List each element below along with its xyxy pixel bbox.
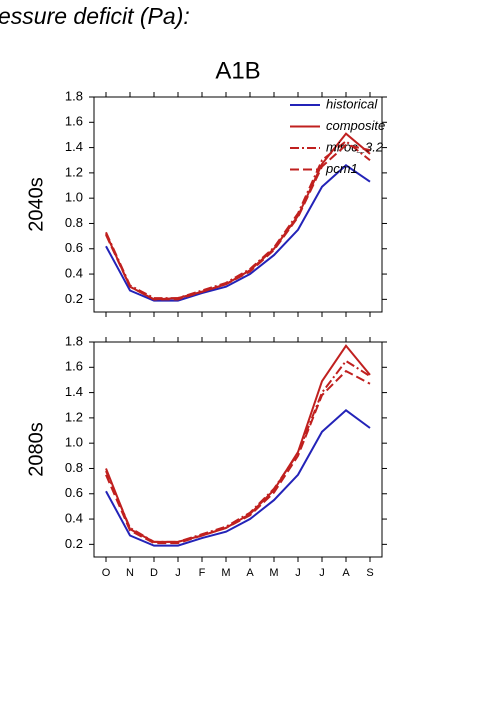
- x-tick-label: M: [269, 567, 278, 579]
- y-tick-label: 0.6: [65, 240, 83, 255]
- series-line: [105, 359, 371, 543]
- y-tick-label: 0.2: [65, 536, 83, 551]
- y-axis-label: 2040s: [25, 177, 47, 232]
- y-tick-label: 1.8: [65, 88, 83, 103]
- plot-frame: [93, 341, 383, 558]
- x-tick-label: S: [366, 567, 373, 579]
- y-tick-label: 1.8: [65, 333, 83, 348]
- y-tick-label: 1.6: [65, 359, 83, 374]
- series-line: [105, 164, 371, 302]
- y-tick-label: 1.2: [65, 409, 83, 424]
- y-tick-label: 1.6: [65, 114, 83, 129]
- x-tick-label: J: [175, 567, 181, 579]
- legend-label: pcm1: [325, 161, 358, 176]
- plot-frame: [93, 96, 383, 313]
- legend-label: composite: [326, 118, 385, 133]
- x-tick-label: M: [221, 567, 230, 579]
- y-tick-label: 0.8: [65, 460, 83, 475]
- y-tick-label: 0.2: [65, 291, 83, 306]
- series-line: [105, 344, 371, 543]
- y-tick-label: 1.4: [65, 384, 83, 399]
- x-tick-label: O: [102, 567, 111, 579]
- y-axis-label: 2080s: [25, 422, 47, 477]
- x-tick-label: A: [342, 567, 350, 579]
- heading: essure deficit (Pa):: [0, 3, 190, 29]
- x-tick-label: D: [150, 567, 158, 579]
- legend-label: historical: [326, 96, 378, 111]
- y-tick-label: 0.6: [65, 485, 83, 500]
- series-line: [105, 409, 371, 547]
- y-tick-label: 1.4: [65, 139, 83, 154]
- y-tick-label: 0.4: [65, 265, 83, 280]
- x-tick-label: J: [319, 567, 325, 579]
- x-tick-label: F: [199, 567, 206, 579]
- y-tick-label: 0.8: [65, 215, 83, 230]
- y-tick-label: 1.2: [65, 164, 83, 179]
- x-tick-label: A: [246, 567, 254, 579]
- x-tick-label: N: [126, 567, 134, 579]
- series-line: [105, 369, 371, 545]
- series-line: [105, 139, 371, 300]
- y-tick-label: 1.0: [65, 435, 83, 450]
- y-tick-label: 1.0: [65, 190, 83, 205]
- y-tick-label: 0.4: [65, 510, 83, 525]
- series-line: [105, 143, 371, 301]
- x-tick-label: J: [295, 567, 301, 579]
- chart-title: A1B: [215, 57, 260, 84]
